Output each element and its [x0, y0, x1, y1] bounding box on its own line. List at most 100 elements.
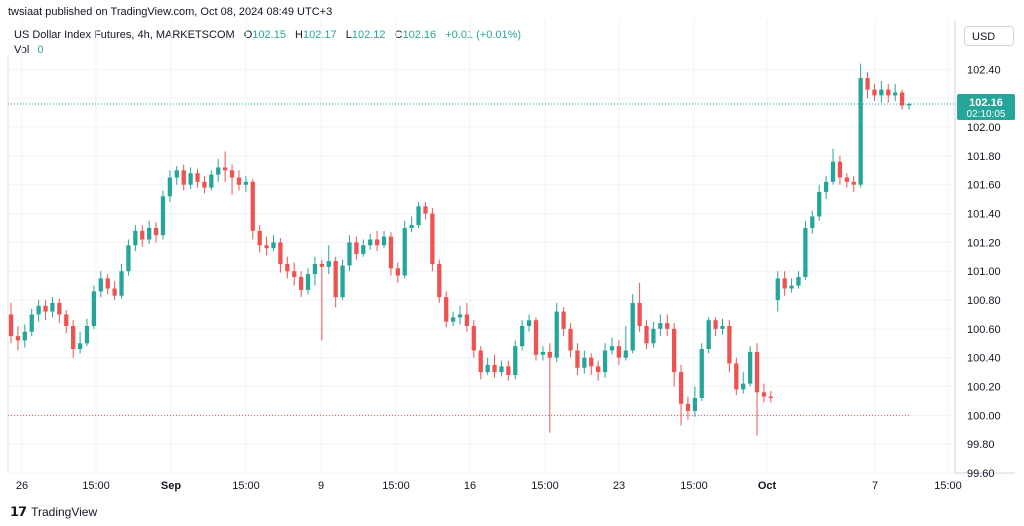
candle-body — [665, 323, 670, 329]
x-tick-label: 7 — [872, 480, 878, 492]
candle-body — [271, 242, 276, 249]
candle-body — [858, 78, 863, 185]
candle-body — [851, 181, 856, 185]
x-tick-label: 16 — [464, 480, 476, 492]
candle-body — [727, 325, 732, 364]
candle-body — [243, 181, 249, 185]
candle-body — [706, 320, 711, 350]
high-value: 102.17 — [302, 29, 337, 41]
candle-body — [71, 325, 76, 350]
symbol-title[interactable]: US Dollar Index Futures, 4h, MARKETSCOM — [14, 29, 235, 41]
candle-body — [589, 357, 594, 367]
y-tick-label: 100.00 — [967, 410, 1001, 422]
volume-value: 0 — [37, 44, 44, 56]
candle-body — [865, 78, 870, 90]
candle-body — [823, 181, 829, 192]
close-label: C — [394, 29, 403, 41]
x-tick-label: 15:00 — [680, 480, 708, 492]
y-tick-label: 100.40 — [967, 353, 1001, 365]
candle-body — [91, 291, 97, 326]
candle-body — [810, 216, 815, 228]
candle-body — [326, 261, 331, 267]
candle-body — [464, 314, 470, 326]
candle-body — [229, 170, 235, 178]
candle-body — [623, 350, 628, 358]
candle-body — [692, 398, 698, 412]
candle-body — [893, 92, 898, 96]
candle-body — [105, 278, 110, 289]
candle-body — [609, 346, 615, 351]
candle-body — [754, 351, 760, 393]
candle-body — [188, 173, 193, 185]
candle-body — [50, 302, 55, 312]
candle-body — [671, 328, 677, 373]
candle-body — [381, 236, 387, 246]
candle-body — [720, 325, 725, 329]
y-tick-label: 101.60 — [967, 180, 1001, 192]
x-tick-label: Sep — [161, 480, 181, 492]
candle-body — [112, 288, 117, 296]
candle-body — [582, 357, 587, 368]
last-price-tag — [957, 94, 1015, 121]
candle-body — [29, 314, 34, 332]
candle-body — [658, 323, 663, 329]
x-tick-label: 15:00 — [934, 480, 962, 492]
candle-body — [775, 278, 780, 301]
x-tick-label: 15:00 — [82, 480, 110, 492]
y-tick-label: 102.40 — [967, 64, 1001, 76]
currency-button[interactable]: USD — [964, 26, 1014, 46]
published-note: twsiaat published on TradingView.com, Oc… — [8, 6, 333, 18]
candle-body — [361, 245, 366, 254]
candle-body — [713, 320, 718, 329]
candle-body — [554, 311, 559, 358]
candle-body — [734, 363, 739, 390]
candle-body — [506, 366, 511, 375]
candle-body — [15, 336, 21, 341]
candle-body — [222, 167, 228, 171]
high-label: H — [295, 29, 303, 41]
y-tick-label: 101.20 — [967, 237, 1001, 249]
candle-body — [830, 161, 836, 182]
low-label: L — [345, 29, 352, 41]
candle-body — [575, 350, 580, 368]
candle-body — [319, 264, 324, 267]
brand-name: TradingView — [31, 505, 98, 519]
candle-body — [77, 343, 83, 350]
candle-body — [782, 278, 787, 289]
candle-body — [250, 181, 255, 231]
candle-body — [416, 206, 421, 226]
candle-body — [540, 351, 546, 355]
open-value: 102.15 — [252, 29, 286, 41]
candle-body — [298, 276, 304, 290]
candle-body — [699, 349, 704, 399]
candle-body — [264, 245, 269, 249]
candle-body — [98, 278, 103, 292]
candle-body — [140, 230, 145, 240]
candle-body — [616, 346, 622, 358]
candle-body — [602, 350, 608, 373]
candle-body — [637, 302, 642, 326]
candle-body — [630, 302, 635, 351]
candle-body — [278, 242, 283, 264]
candle-body — [651, 328, 656, 344]
candle-body — [292, 271, 297, 277]
x-tick-label: 15:00 — [232, 480, 260, 492]
candle-body — [354, 242, 359, 254]
candle-body — [340, 265, 345, 298]
chart-legend: US Dollar Index Futures, 4h, MARKETSCOM … — [14, 29, 521, 41]
candle-body — [8, 314, 14, 337]
candle-body — [216, 167, 221, 175]
candle-body — [347, 242, 352, 266]
candle-body — [747, 351, 753, 384]
candle-body — [305, 274, 311, 290]
candle-body — [374, 239, 380, 246]
candle-body — [195, 173, 200, 182]
candle-body — [388, 236, 394, 269]
candle-body — [741, 383, 746, 390]
candle-body — [561, 311, 566, 329]
candle-body — [485, 364, 490, 373]
y-tick-label: 102.00 — [967, 122, 1001, 134]
candle-body — [906, 104, 912, 106]
candle-body — [499, 366, 504, 373]
